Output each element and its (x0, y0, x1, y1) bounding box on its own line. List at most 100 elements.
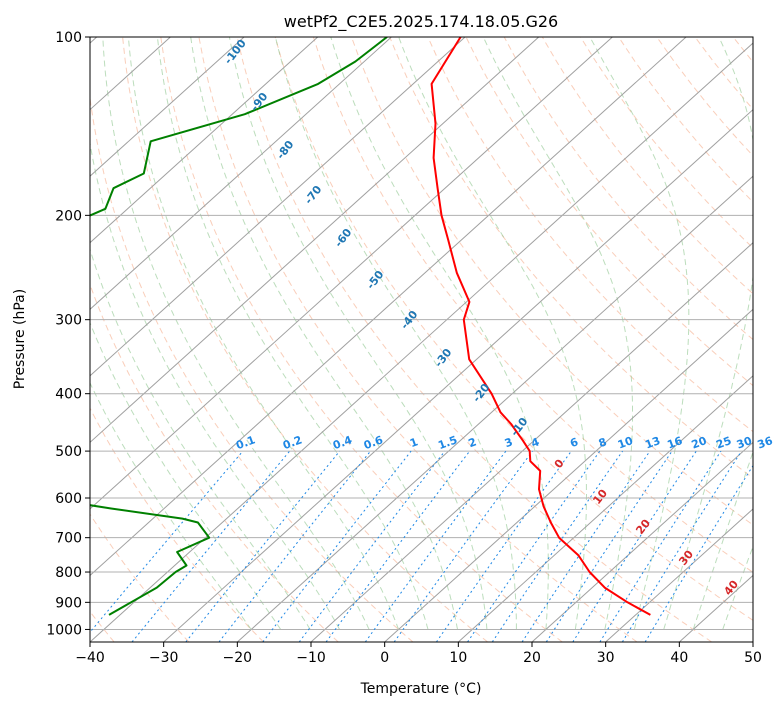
y-tick-label: 1000 (46, 622, 82, 638)
moist-adiabat (228, 37, 488, 630)
mixing-ratio-label: 6 (568, 435, 580, 450)
isotherm (310, 242, 753, 642)
x-tick-label: −20 (223, 650, 253, 666)
dewpoint-profile-line (90, 37, 388, 616)
moist-adiabat (190, 37, 458, 630)
mixing-ratio-label: 2 (467, 435, 479, 450)
isotherm (752, 641, 753, 642)
moist-adiabat (692, 450, 753, 630)
chart-title: wetPf2_C2E5.2025.174.18.05.G26 (284, 12, 558, 32)
moist-adiabat (102, 37, 370, 630)
dry-adiabat (90, 94, 414, 642)
isotherm (163, 108, 753, 642)
x-tick-label: 50 (744, 650, 762, 666)
isotherm (90, 37, 466, 377)
dry-adiabat (198, 37, 638, 642)
x-tick-label: 20 (523, 650, 541, 666)
mixing-ratio-label: 0.2 (281, 433, 304, 452)
moist-adiabat (90, 321, 282, 630)
mixing-ratio-line (90, 450, 244, 633)
isotherm (90, 37, 319, 244)
mixing-ratio-label: 16 (665, 434, 684, 452)
moist-adiabat (127, 37, 400, 630)
mixing-ratio-label: 8 (597, 435, 609, 450)
x-tick-label: 0 (380, 650, 389, 666)
mixing-ratio-label: 25 (714, 434, 733, 451)
mixing-ratio-label: 20 (690, 434, 709, 452)
mixing-ratio-line (572, 450, 697, 642)
x-tick-label: −40 (75, 650, 105, 666)
moist-adiabat (589, 37, 690, 630)
dry-adiabat (90, 513, 190, 642)
dry-adiabat (312, 37, 753, 573)
dry-adiabat (274, 37, 753, 621)
mixing-ratio-line (364, 450, 507, 642)
moist-adiabat (90, 381, 252, 630)
mixing-ratio-line (131, 450, 291, 642)
mixing-ratio-label: 30 (735, 434, 754, 452)
x-tick-label: −10 (296, 650, 326, 666)
y-tick-label: 500 (55, 444, 82, 460)
moist-adiabat (90, 247, 311, 630)
y-tick-label: 600 (55, 491, 82, 507)
mixing-ratio-label: 10 (616, 434, 635, 452)
mixing-ratio-line (262, 450, 412, 642)
mixing-ratio-line (644, 464, 753, 642)
isotherm (384, 308, 753, 642)
mixing-ratio-line (393, 450, 533, 642)
isotherm (531, 441, 753, 642)
axes: −40 −30 −20 −10 0 10 20 30 40 5010020030040050060… (46, 30, 762, 666)
mixing-ratio-label: 1 (408, 435, 420, 450)
isotherm (236, 175, 753, 642)
isotherm (90, 37, 687, 577)
x-axis-label: Temperature (°C) (360, 681, 482, 697)
isotherm (90, 37, 392, 310)
mixing-ratio-label: 3 (503, 435, 515, 450)
mixing-ratio-label: 0.6 (362, 433, 385, 452)
y-tick-label: 300 (55, 313, 82, 329)
x-tick-label: −30 (149, 650, 179, 666)
dry-adiabat (122, 37, 488, 642)
mixing-ratio-line (621, 450, 742, 642)
mixing-ratio-label: 36 (756, 434, 775, 452)
isotherm (90, 37, 245, 177)
mixing-ratio-line (298, 450, 446, 642)
isotherm (90, 37, 540, 444)
mixing-ratio-label: 0.4 (331, 433, 354, 452)
mixing-ratio-line (545, 450, 673, 642)
y-tick-label: 200 (55, 208, 82, 224)
mixing-ratio-label: 4 (529, 435, 541, 450)
moist-adiabat (274, 37, 517, 630)
dry-adiabat (160, 37, 563, 642)
moist-adiabat (482, 37, 633, 630)
isotherm (90, 37, 613, 510)
x-tick-label: 10 (449, 650, 467, 666)
dry-adiabat (351, 37, 753, 526)
moist-adiabat (90, 140, 341, 630)
y-axis-label: Pressure (hPa) (12, 289, 28, 389)
x-tick-label: 40 (670, 650, 688, 666)
profiles (90, 37, 651, 616)
mixing-ratio-label: 13 (643, 434, 662, 451)
dry-adiabat (771, 37, 775, 642)
moist-adiabat (663, 37, 753, 630)
isotherm (457, 375, 753, 642)
x-tick-label: 30 (597, 650, 615, 666)
y-tick-label: 400 (55, 387, 82, 403)
y-tick-label: 900 (55, 595, 82, 611)
mixing-ratio-label: 1.5 (436, 433, 459, 452)
plot-frame (89, 36, 754, 643)
dry-adiabat (90, 283, 339, 642)
isotherm (605, 508, 753, 642)
mixing-ratio-line (185, 450, 341, 642)
y-tick-label: 700 (55, 531, 82, 547)
mixing-ratio-label: 0.1 (234, 433, 257, 452)
dry-adiabat (90, 407, 264, 642)
moist-adiabat (156, 37, 429, 630)
moist-adiabat (398, 37, 587, 630)
y-tick-label: 800 (55, 565, 82, 581)
moist-adiabat (722, 545, 753, 630)
y-tick-label: 100 (55, 30, 82, 46)
temperature-profile-line (430, 37, 651, 616)
